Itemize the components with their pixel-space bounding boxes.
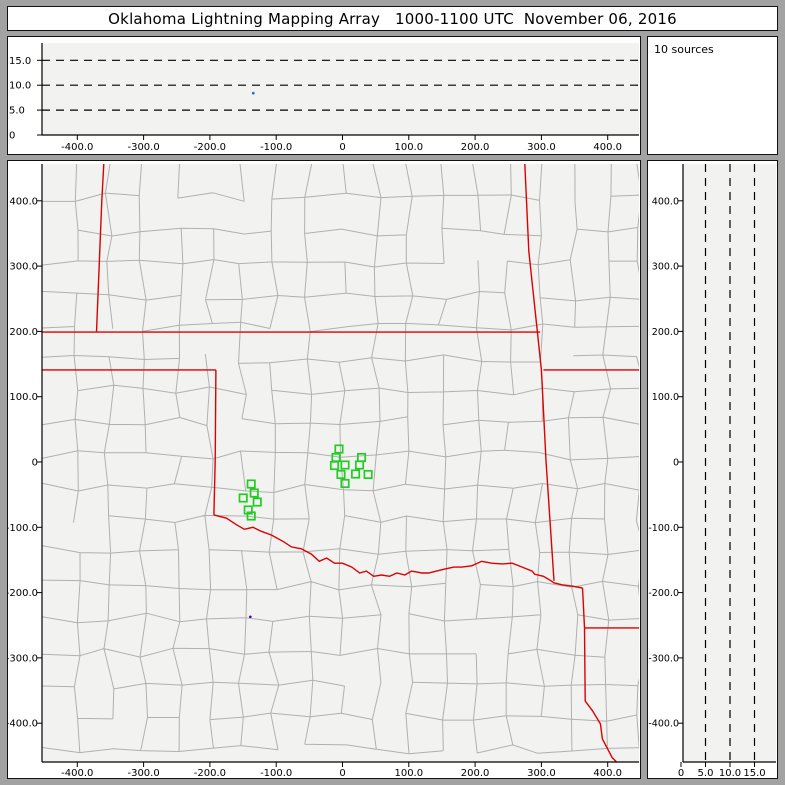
x-tick-label: 100.0 — [394, 768, 423, 778]
y-tick-label: 400.0 — [9, 196, 38, 207]
source-point — [251, 91, 255, 95]
state-border — [536, 332, 555, 581]
y-tick-label: -400.0 — [648, 719, 679, 730]
x-tick-label: 100.0 — [394, 142, 423, 153]
y-tick-label: -100.0 — [8, 523, 38, 534]
station-marker — [249, 488, 259, 498]
x-tick-label: -100.0 — [260, 142, 292, 153]
x-tick-label: -200.0 — [194, 142, 226, 153]
altitude-east-west-plot: 15.0 10.0 5.0 0 -400.0 -300.0 -200.0 -100.0 0 100… — [9, 43, 639, 153]
x-tick-label: 0 — [339, 142, 345, 153]
station-marker — [351, 469, 361, 479]
x-tick-label: 300.0 — [527, 768, 556, 778]
x-tick-label: 200.0 — [461, 142, 490, 153]
y-tick-label: 100.0 — [9, 392, 38, 403]
y-tick-label: 0 — [9, 131, 15, 142]
source-point — [249, 615, 252, 619]
plan-view-map-panel: 400.0 300.0 200.0 100.0 0 -100.0 -200.0 -300.0 -… — [7, 160, 641, 779]
y-tick-label: 10.0 — [9, 81, 31, 92]
x-tick-label: 0 — [678, 768, 684, 778]
page-title: Oklahoma Lightning Mapping Array 1000-11… — [108, 9, 677, 28]
altitude-north-south-plot: 400.0 300.0 200.0 100.0 0 -100.0 -200.0 -300.0 -… — [648, 164, 776, 778]
state-border — [95, 164, 105, 333]
station-marker — [340, 478, 350, 489]
altitude-north-south-panel: 400.0 300.0 200.0 100.0 0 -100.0 -200.0 -300.0 -… — [647, 160, 778, 779]
station-marker — [363, 469, 373, 480]
state-border — [213, 514, 583, 589]
station-marker — [329, 460, 340, 471]
station-marker — [334, 444, 344, 454]
sources-count-panel: 10 sources — [647, 36, 778, 155]
y-tick-label: -200.0 — [648, 588, 679, 599]
y-tick-label: 200.0 — [9, 327, 38, 338]
sources-count-label: 10 sources — [654, 43, 714, 56]
y-tick-label: 300.0 — [652, 262, 679, 273]
altitude-east-west-panel: 15.0 10.0 5.0 0 -400.0 -300.0 -200.0 -100.0 0 100… — [7, 36, 641, 155]
station-marker — [336, 469, 346, 480]
x-tick-label: 5.0 — [698, 768, 714, 778]
x-tick-label: 15.0 — [743, 768, 765, 778]
x-tick-label: 400.0 — [593, 768, 622, 778]
title-bar: Oklahoma Lightning Mapping Array 1000-11… — [7, 6, 778, 31]
x-tick-label: 400.0 — [593, 142, 622, 153]
x-tick-label: -200.0 — [194, 768, 226, 778]
x-tick-label: 200.0 — [461, 768, 490, 778]
x-tick-label: -100.0 — [260, 768, 292, 778]
y-tick-label: -400.0 — [8, 719, 38, 730]
y-tick-label: 300.0 — [9, 262, 38, 273]
y-tick-label: 100.0 — [652, 392, 679, 403]
y-tick-label: -300.0 — [8, 653, 38, 664]
state-border — [583, 627, 617, 762]
y-tick-label: 5.0 — [9, 106, 25, 117]
y-tick-label: 0 — [32, 458, 38, 469]
state-border — [213, 369, 217, 515]
station-marker — [246, 511, 256, 521]
plan-view-map: 400.0 300.0 200.0 100.0 0 -100.0 -200.0 -300.0 -… — [8, 164, 639, 778]
station-marker — [340, 460, 350, 470]
x-tick-label: -300.0 — [127, 768, 159, 778]
x-tick-label: -300.0 — [127, 142, 159, 153]
station-marker — [252, 497, 262, 507]
y-tick-label: -100.0 — [648, 523, 679, 534]
y-tick-label: 15.0 — [9, 56, 31, 67]
station-marker — [246, 479, 256, 489]
y-tick-label: 400.0 — [652, 196, 679, 207]
plot-area — [42, 43, 639, 135]
state-border — [581, 587, 586, 628]
x-tick-label: 10.0 — [719, 768, 741, 778]
x-tick-label: 0 — [339, 768, 345, 778]
state-border — [524, 164, 539, 333]
y-tick-label: -200.0 — [8, 588, 38, 599]
y-tick-label: 200.0 — [652, 327, 679, 338]
county-boundaries — [42, 164, 639, 755]
x-tick-label: -400.0 — [61, 142, 93, 153]
x-tick-label: -400.0 — [61, 768, 93, 778]
y-tick-label: 0 — [673, 458, 679, 469]
station-marker — [238, 493, 248, 503]
y-tick-label: -300.0 — [648, 653, 679, 664]
x-tick-label: 300.0 — [527, 142, 556, 153]
station-marker — [354, 460, 365, 470]
